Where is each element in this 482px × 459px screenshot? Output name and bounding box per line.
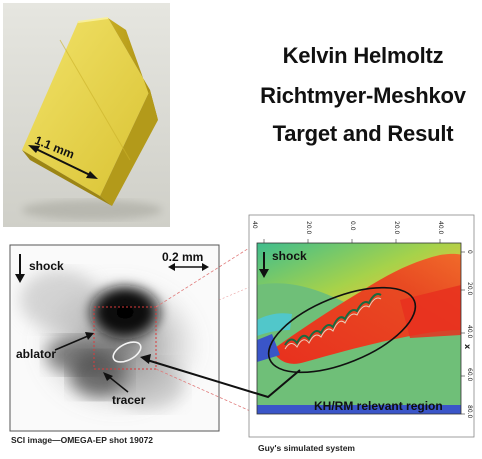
target-front-face — [22, 18, 150, 196]
simulation-panel — [248, 214, 475, 438]
right-tick-label: 40.0 — [466, 325, 473, 339]
dark-shock-region — [83, 280, 167, 344]
top-tick-label: 0.0 — [349, 221, 356, 231]
right-tick-label: 80.0 — [466, 405, 473, 419]
target-photo — [3, 3, 170, 227]
sim-shock-arrow — [259, 252, 269, 278]
sim-caption: Guy's simulated system — [258, 443, 355, 453]
top-tick-label: 40.0 — [437, 221, 444, 235]
title-line-1: Kelvin Helmoltz — [282, 43, 444, 68]
sci-shock-label: shock — [29, 259, 64, 273]
tracer-arrow — [103, 372, 129, 393]
top-tick-label: 20.0 — [393, 221, 400, 235]
connector-arrow — [140, 354, 301, 399]
zoom-region-box — [93, 306, 157, 370]
dimension-arrow — [28, 145, 98, 179]
ablator-arrow — [54, 332, 94, 351]
shock-arrow — [15, 254, 25, 283]
sci-image-panel — [9, 244, 220, 432]
tracer-ellipse — [112, 341, 142, 363]
title-line-2: Richtmyer-Meshkov — [260, 83, 466, 108]
ablator-label: ablator — [16, 347, 57, 361]
tracer-label: tracer — [112, 393, 146, 407]
top-tick-label: 20.0 — [305, 221, 312, 235]
sci-caption: SCI image—OMEGA-EP shot 19072 — [11, 435, 154, 445]
region-label: KH/RM relevant region — [314, 399, 443, 413]
right-tick-label: 60.0 — [466, 368, 473, 382]
blue-strip — [257, 405, 461, 414]
kh-waves — [284, 293, 382, 346]
top-tick-label: 40 — [251, 221, 258, 229]
zoom-connector-lines — [155, 242, 258, 415]
axis-label: x — [463, 344, 472, 350]
right-tick-label: 20.0 — [466, 282, 473, 296]
scale-label: 0.2 mm — [162, 250, 204, 264]
title-line-3: Target and Result — [272, 121, 454, 146]
target-base-face — [100, 90, 158, 206]
red-plume — [272, 253, 461, 364]
right-tick-label: 0 — [466, 250, 473, 254]
region-ellipse — [267, 286, 417, 374]
scale-bar — [168, 263, 209, 271]
sim-shock-label: shock — [272, 249, 307, 263]
